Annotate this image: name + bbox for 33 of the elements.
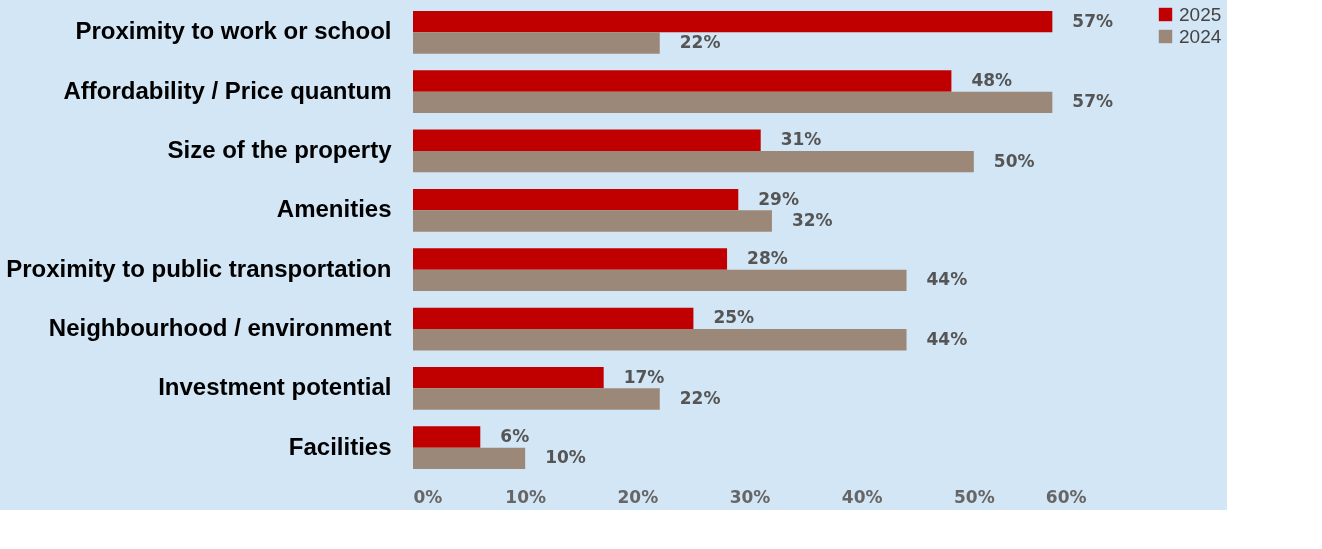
y-tick-label: Amenities bbox=[276, 195, 392, 223]
data-label: 22% bbox=[679, 31, 721, 52]
data-label: 50% bbox=[993, 150, 1035, 171]
x-tick-label: 30% bbox=[729, 486, 771, 507]
y-tick-label: Proximity to public transportation bbox=[6, 254, 392, 282]
data-label: 57% bbox=[1072, 10, 1114, 31]
data-label: 25% bbox=[713, 307, 755, 328]
data-label: 57% bbox=[1072, 91, 1114, 112]
x-tick-label: 50% bbox=[953, 486, 995, 507]
data-label: 44% bbox=[926, 269, 968, 290]
data-label: 32% bbox=[791, 210, 833, 231]
data-label: 17% bbox=[623, 366, 665, 387]
data-label: 29% bbox=[758, 188, 799, 209]
data-label: 6% bbox=[500, 426, 530, 447]
y-tick-label: Affordability / Price quantum bbox=[63, 76, 392, 104]
data-label: 31% bbox=[780, 129, 822, 150]
data-label: 48% bbox=[971, 69, 1013, 90]
x-tick-label: 20% bbox=[617, 486, 659, 507]
y-tick-label: Size of the property bbox=[167, 135, 393, 163]
legend-label: 2024 bbox=[1179, 25, 1222, 47]
y-tick-label: Investment potential bbox=[158, 373, 392, 401]
x-tick-label: 0% bbox=[413, 486, 443, 507]
data-label: 44% bbox=[926, 328, 968, 349]
x-tick-label: 60% bbox=[1045, 486, 1087, 507]
legend-label: 2025 bbox=[1179, 3, 1222, 25]
data-label: 28% bbox=[747, 247, 788, 268]
data-label: 10% bbox=[545, 447, 586, 468]
data-label: 22% bbox=[679, 388, 721, 409]
x-tick-label: 40% bbox=[841, 486, 883, 507]
y-tick-label: Facilities bbox=[288, 432, 392, 460]
y-tick-label: Proximity to work or school bbox=[75, 17, 392, 45]
x-tick-label: 10% bbox=[505, 486, 547, 507]
y-tick-label: Neighbourhood / environment bbox=[48, 314, 392, 342]
